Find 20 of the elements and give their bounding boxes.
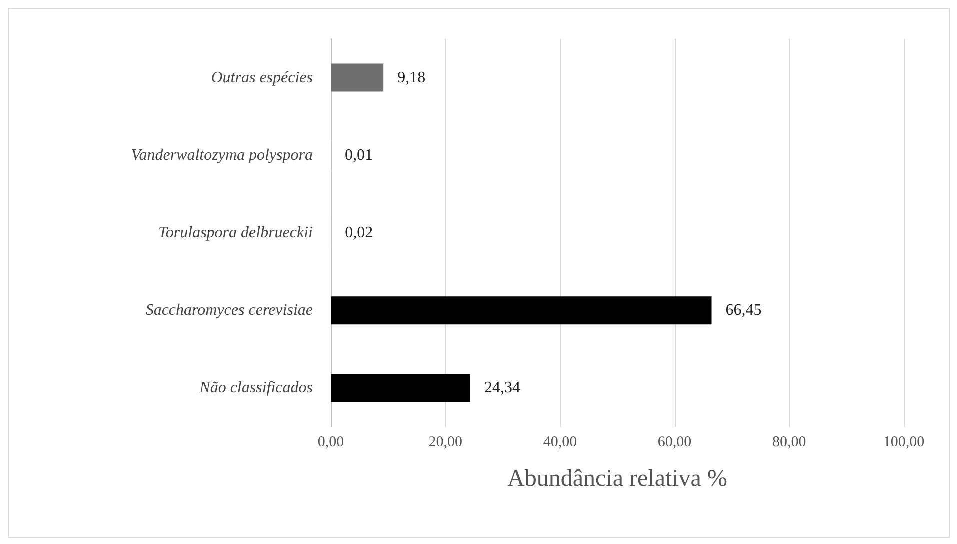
y-tick-label: Saccharomyces cerevisiae bbox=[146, 302, 313, 320]
data-label: 66,45 bbox=[726, 302, 762, 320]
x-tick-label: 0,00 bbox=[318, 434, 344, 450]
x-tick-label: 80,00 bbox=[772, 434, 806, 450]
x-axis-title: Abundância relativa % bbox=[508, 466, 728, 492]
x-tick-label: 100,00 bbox=[883, 434, 925, 450]
data-label: 0,02 bbox=[345, 224, 374, 242]
bar bbox=[331, 64, 384, 92]
y-tick-label: Outras espécies bbox=[211, 69, 313, 86]
bar bbox=[331, 374, 470, 402]
data-label: 24,34 bbox=[484, 380, 520, 397]
x-tick-label: 60,00 bbox=[658, 434, 692, 450]
x-tick-label: 20,00 bbox=[428, 434, 462, 450]
data-label: 0,01 bbox=[345, 146, 374, 164]
data-label: 9,18 bbox=[398, 69, 426, 86]
x-tick-label: 40,00 bbox=[543, 434, 578, 450]
y-tick-label: Vanderwaltozyma polyspora bbox=[131, 146, 313, 164]
bar bbox=[331, 296, 712, 325]
y-tick-label: Torulaspora delbrueckii bbox=[158, 224, 313, 242]
y-tick-label: Não classificados bbox=[198, 380, 313, 397]
